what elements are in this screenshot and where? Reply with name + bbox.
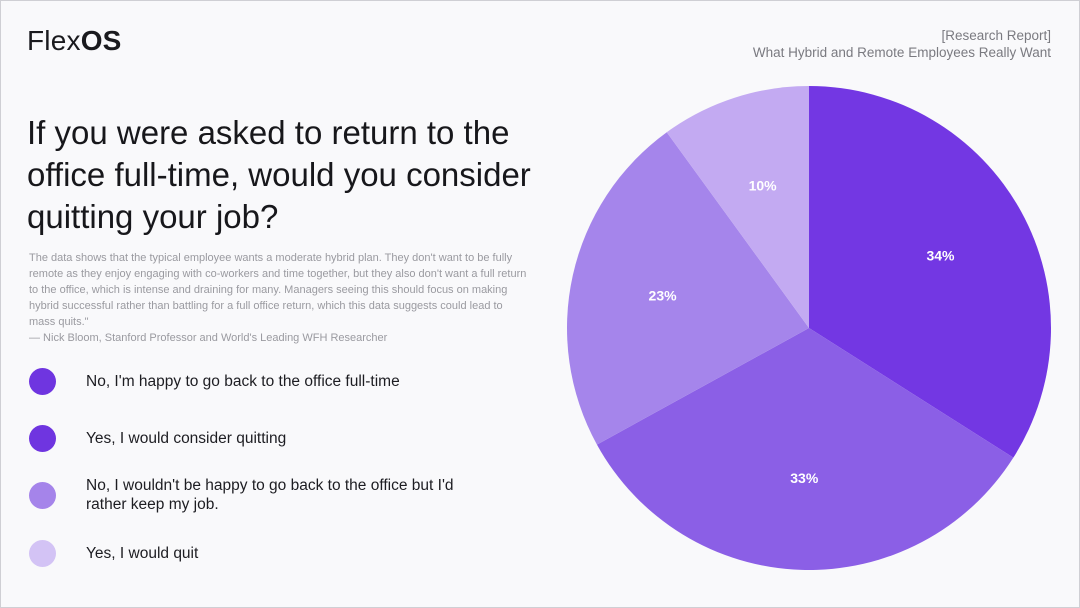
- legend-item: No, I wouldn't be happy to go back to th…: [29, 477, 486, 514]
- brand-logo: FlexOS: [27, 25, 122, 57]
- brand-name-bold: OS: [80, 25, 122, 56]
- legend-item: No, I'm happy to go back to the office f…: [29, 368, 486, 395]
- legend-item: Yes, I would quit: [29, 540, 486, 567]
- page-title: If you were asked to return to the offic…: [27, 114, 531, 235]
- legend-label: Yes, I would quit: [86, 545, 199, 562]
- slice-label: 34%: [926, 248, 955, 264]
- slice-label: 33%: [790, 470, 819, 486]
- slice-label: 23%: [649, 287, 678, 303]
- legend-swatch-icon: [29, 368, 56, 395]
- quote-block: The data shows that the typical employee…: [29, 250, 529, 346]
- legend-swatch-icon: [29, 482, 56, 509]
- pie-slice: [567, 132, 809, 445]
- legend-item: Yes, I would consider quitting: [29, 425, 486, 452]
- slice-label: 10%: [749, 177, 778, 193]
- report-header: [Research Report] What Hybrid and Remote…: [753, 27, 1051, 61]
- legend-swatch-icon: [29, 425, 56, 452]
- legend-label: No, I'm happy to go back to the office f…: [86, 373, 400, 390]
- quote-attribution: — Nick Bloom, Stanford Professor and Wor…: [29, 332, 388, 344]
- report-tag: [Research Report]: [941, 28, 1051, 43]
- report-subtitle: What Hybrid and Remote Employees Really …: [752, 45, 1051, 60]
- pie-slice: [596, 328, 1014, 570]
- legend-swatch-icon: [29, 540, 56, 567]
- brand-name-light: Flex: [27, 25, 81, 56]
- legend-label: Yes, I would consider quitting: [86, 430, 287, 447]
- pie-slice: [809, 86, 1051, 458]
- pie-chart: 34% 33% 23% 10%: [567, 86, 1051, 570]
- pie-slice: [666, 86, 809, 328]
- quote-text: The data shows that the typical employee…: [29, 252, 527, 328]
- legend-label: No, I wouldn't be happy to go back to th…: [86, 477, 454, 513]
